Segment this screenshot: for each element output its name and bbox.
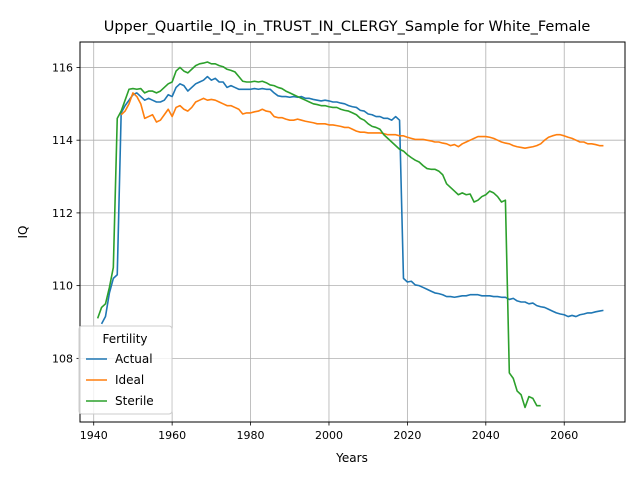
y-tick-label: 108 bbox=[52, 352, 73, 365]
y-tick-label: 116 bbox=[52, 61, 73, 74]
x-tick-label: 2040 bbox=[472, 429, 500, 442]
x-tick-label: 2060 bbox=[550, 429, 578, 442]
series-lines bbox=[96, 61, 604, 409]
legend-items: Actual Ideal Sterile bbox=[86, 352, 154, 408]
legend-box bbox=[78, 325, 173, 415]
x-tick-label: 2000 bbox=[315, 429, 343, 442]
legend-label-ideal: Ideal bbox=[115, 373, 144, 387]
x-axis-label: Years bbox=[335, 451, 368, 465]
series-line-ideal bbox=[120, 92, 604, 149]
legend-title: Fertility bbox=[102, 332, 147, 346]
y-tick-label: 110 bbox=[52, 280, 73, 293]
x-tick-label: 1960 bbox=[158, 429, 186, 442]
y-axis-ticks: 108 110 112 114 116 bbox=[52, 61, 80, 365]
legend-label-actual: Actual bbox=[115, 352, 153, 366]
x-tick-label: 1980 bbox=[237, 429, 265, 442]
y-tick-label: 112 bbox=[52, 207, 73, 220]
x-tick-label: 1940 bbox=[80, 429, 108, 442]
legend: Fertility Actual Ideal Sterile bbox=[78, 325, 173, 415]
chart-title: Upper_Quartile_IQ_in_TRUST_IN_CLERGY_Sam… bbox=[104, 19, 591, 35]
y-tick-label: 114 bbox=[52, 134, 73, 147]
plot-frame bbox=[79, 41, 626, 423]
series-line-actual bbox=[100, 75, 604, 325]
y-axis-label: IQ bbox=[16, 226, 30, 239]
x-tick-label: 2020 bbox=[393, 429, 421, 442]
series-line-sterile bbox=[96, 61, 541, 409]
legend-label-sterile: Sterile bbox=[115, 394, 154, 408]
x-axis-ticks: 1940 1960 1980 2000 2020 2040 2060 bbox=[80, 422, 578, 442]
